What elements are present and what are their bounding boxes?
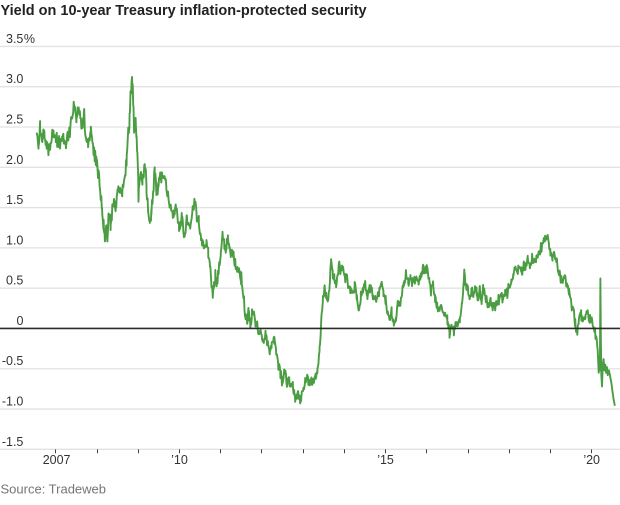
svg-text:-1.5: -1.5 xyxy=(2,435,24,449)
svg-text:1.0: 1.0 xyxy=(6,233,23,247)
svg-text:2007: 2007 xyxy=(43,453,71,467)
svg-text:0: 0 xyxy=(16,314,23,328)
svg-text:0.5: 0.5 xyxy=(6,274,23,288)
svg-text:1.5: 1.5 xyxy=(6,193,23,207)
svg-text:’20: ’20 xyxy=(583,453,600,467)
svg-text:%: % xyxy=(24,32,35,46)
svg-text:-1.0: -1.0 xyxy=(2,395,24,409)
svg-text:2.0: 2.0 xyxy=(6,153,23,167)
svg-text:3.5: 3.5 xyxy=(6,32,23,46)
svg-text:-0.5: -0.5 xyxy=(2,354,24,368)
svg-text:3.0: 3.0 xyxy=(6,72,23,86)
svg-text:’10: ’10 xyxy=(171,453,188,467)
svg-text:Yield on 10-year Treasury infl: Yield on 10-year Treasury inflation-prot… xyxy=(1,3,367,19)
svg-text:Source: Tradeweb: Source: Tradeweb xyxy=(1,482,107,497)
svg-text:’15: ’15 xyxy=(377,453,394,467)
svg-text:2.5: 2.5 xyxy=(6,113,23,127)
